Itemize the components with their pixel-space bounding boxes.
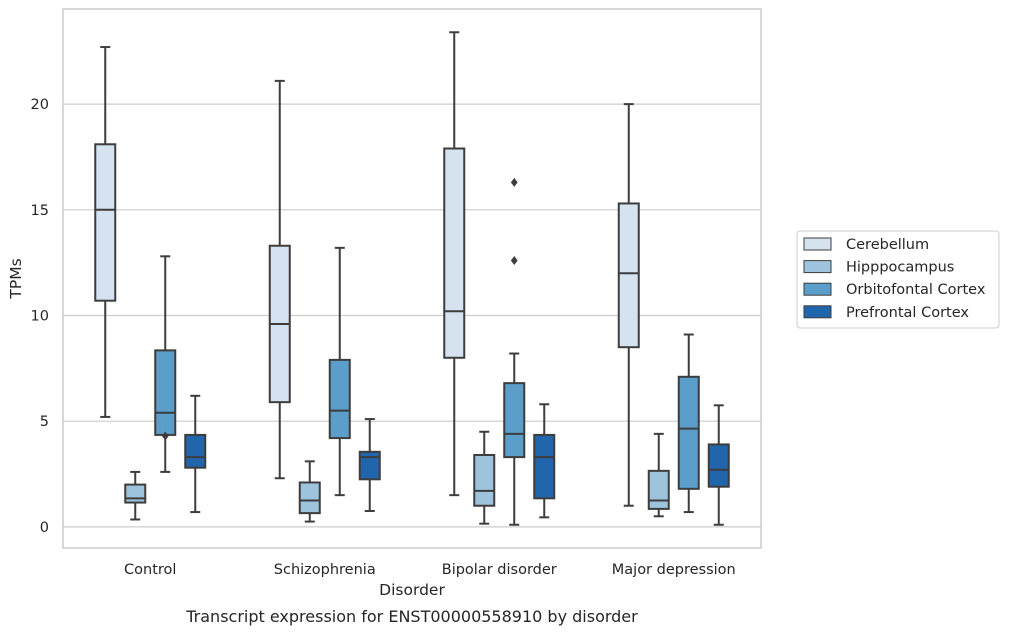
legend-label: Prefrontal Cortex	[846, 305, 969, 321]
box	[503, 382, 526, 459]
box-group	[617, 103, 640, 507]
y-tick-label: 5	[40, 414, 49, 430]
legend-swatch	[803, 237, 832, 251]
box	[94, 143, 117, 302]
legend-swatch	[803, 305, 832, 319]
box-group	[443, 31, 466, 497]
legend-label: Hipppocampus	[846, 260, 954, 276]
box-group	[707, 404, 730, 526]
box	[443, 147, 466, 359]
x-tick-label: Control	[124, 562, 176, 578]
box-group	[677, 333, 700, 514]
box-group	[503, 177, 526, 526]
legend-label: Cerebellum	[846, 237, 929, 253]
legend[interactable]: Cerebellum Hipppocampus Orbitofontal Corte…	[796, 230, 1000, 329]
chart-caption: Transcript expression for ENST0000055891…	[185, 607, 638, 626]
box	[473, 453, 496, 507]
box-group	[94, 46, 117, 418]
series-orbitofontal-cortex	[154, 177, 700, 526]
x-tick-label: Bipolar disorder	[442, 562, 557, 578]
legend-frame	[796, 230, 1000, 329]
outlier-point	[510, 177, 518, 187]
box	[184, 433, 207, 469]
box-group	[124, 470, 147, 521]
outlier-point	[510, 256, 518, 266]
box-group	[268, 79, 291, 480]
box	[124, 483, 147, 504]
legend-item: Prefrontal Cortex	[803, 305, 969, 321]
y-tick-label: 20	[31, 97, 49, 113]
gridlines	[63, 103, 761, 528]
x-axis-ticks: Control Schizophrenia Bipolar disorder Majo…	[124, 562, 736, 578]
box	[707, 443, 730, 488]
box-group	[298, 460, 321, 523]
x-tick-label: Major depression	[612, 562, 736, 578]
box-group	[647, 432, 670, 518]
y-axis-label: TPMs	[7, 258, 25, 299]
box	[647, 469, 670, 510]
legend-swatch	[803, 260, 832, 274]
series-prefrontal-cortex	[184, 394, 730, 526]
box-group	[184, 394, 207, 514]
plot-frame	[62, 8, 762, 549]
box-group	[473, 430, 496, 525]
legend-swatch	[803, 282, 832, 296]
box	[677, 375, 700, 490]
box	[298, 481, 321, 515]
box-group	[533, 403, 556, 519]
box-group	[328, 246, 351, 497]
outlier-point	[161, 431, 169, 441]
box-group	[358, 418, 381, 513]
x-axis-label: Disorder	[379, 581, 445, 599]
legend-item: Hipppocampus	[803, 260, 954, 276]
legend-item: Orbitofontal Cortex	[803, 282, 986, 298]
y-tick-label: 10	[31, 308, 49, 324]
y-tick-label: 15	[31, 203, 49, 219]
box	[358, 450, 381, 481]
y-tick-label: 0	[40, 520, 49, 536]
box-plot-area	[94, 31, 730, 526]
series-cerebellum	[94, 31, 640, 507]
box	[533, 433, 556, 500]
y-axis-ticks: 0 5 10 15 20	[31, 97, 49, 536]
legend-label: Orbitofontal Cortex	[846, 282, 986, 298]
box	[617, 202, 640, 349]
legend-item: Cerebellum	[803, 237, 929, 253]
box-group	[154, 255, 177, 473]
x-tick-label: Schizophrenia	[274, 562, 376, 578]
series-hipppocampus	[124, 430, 670, 525]
box	[328, 358, 351, 440]
box	[154, 349, 177, 436]
